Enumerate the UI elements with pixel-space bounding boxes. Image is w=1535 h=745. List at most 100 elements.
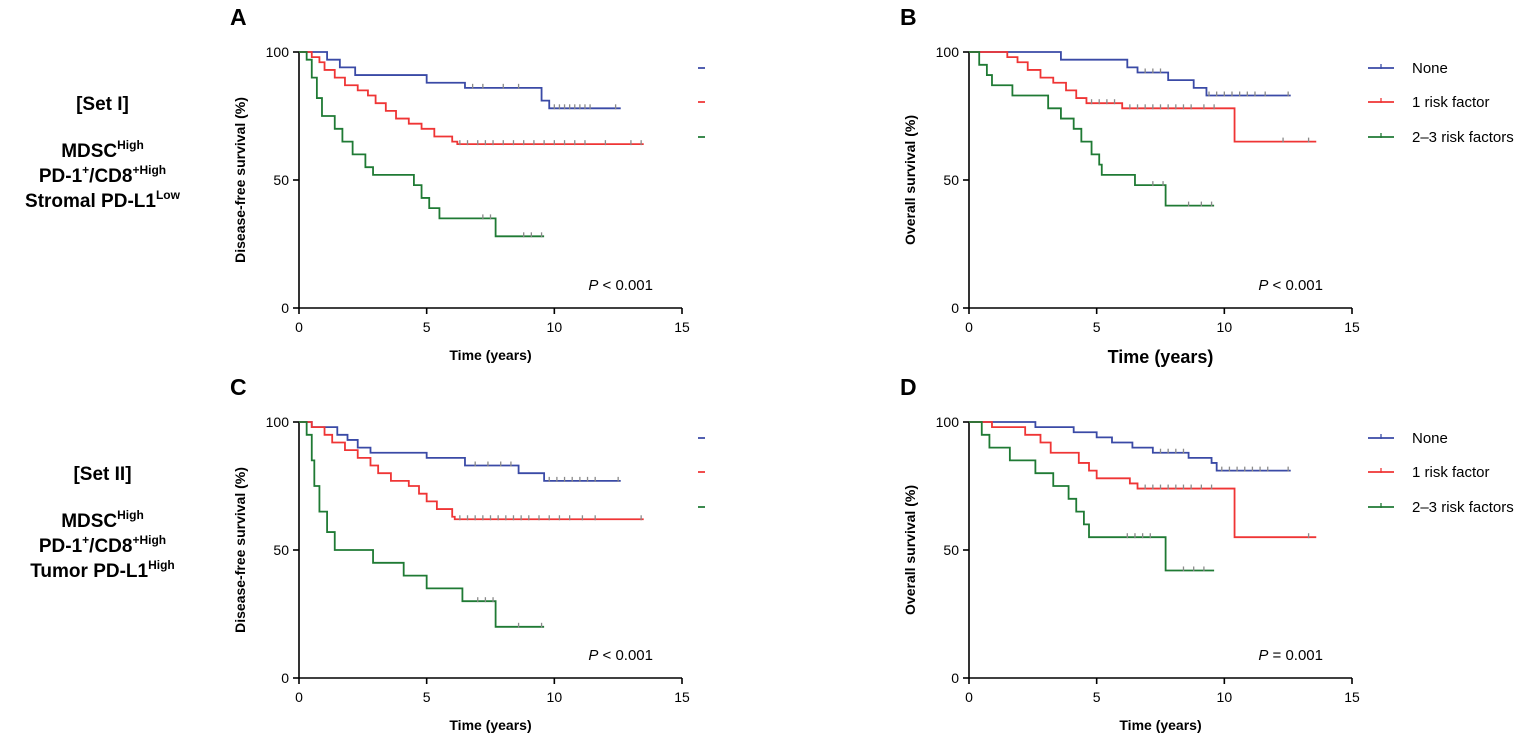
p-value-annotation: P < 0.001 xyxy=(588,277,653,294)
criteria-text: MDSC xyxy=(61,141,118,162)
criteria-line: PD-1+/CD8+High xyxy=(0,164,205,189)
x-tick-label: 0 xyxy=(965,319,973,335)
y-tick-label: 100 xyxy=(266,414,290,430)
y-tick-label: 50 xyxy=(943,172,959,188)
x-tick-label: 10 xyxy=(547,319,563,335)
panel-letter: A xyxy=(230,4,247,30)
legend-label: None xyxy=(1412,60,1448,77)
criteria-line: Stromal PD-L1Low xyxy=(0,189,205,214)
criteria-superscript: + xyxy=(82,532,90,547)
p-value-annotation: P < 0.001 xyxy=(588,647,653,664)
set-2-label: [Set II] MDSCHigh PD-1+/CD8+High Tumor PD-… xyxy=(0,462,205,584)
x-tick-label: 5 xyxy=(1093,689,1101,705)
survival-curve-1-risk xyxy=(299,421,644,521)
x-tick-label: 10 xyxy=(547,689,563,705)
p-value-text: = 0.001 xyxy=(1268,647,1323,664)
set-1-label: [Set I] MDSCHigh PD-1+/CD8+High Stromal PD… xyxy=(0,92,205,214)
x-tick-label: 15 xyxy=(674,319,690,335)
legend-label: 2–3 risk factors xyxy=(1412,129,1514,146)
x-tick-label: 15 xyxy=(674,689,690,705)
y-tick-label: 50 xyxy=(273,172,289,188)
x-tick-label: 0 xyxy=(965,689,973,705)
y-tick-label: 100 xyxy=(266,44,290,60)
panel-b-chart: B 0 50 100 0 5 10 15 Time (years) Overall surviva… xyxy=(900,4,1514,367)
x-tick-label: 5 xyxy=(1093,319,1101,335)
y-axis-label: Disease-free survival (%) xyxy=(232,467,248,633)
x-tick-label: 5 xyxy=(423,319,431,335)
y-tick-label: 0 xyxy=(281,670,289,686)
survival-curve-none xyxy=(299,51,621,110)
x-tick-label: 10 xyxy=(1217,319,1233,335)
criteria-text: /CD8 xyxy=(89,536,133,557)
survival-curve-none xyxy=(299,421,621,482)
criteria-superscript: +High xyxy=(132,532,167,547)
set-2-title: [Set II] xyxy=(73,464,132,485)
p-value-text: < 0.001 xyxy=(598,647,653,664)
criteria-text: Tumor PD-L1 xyxy=(30,561,149,582)
x-tick-label: 15 xyxy=(1344,319,1360,335)
p-value-symbol: P xyxy=(588,277,598,294)
criteria-text: PD-1 xyxy=(38,166,83,187)
x-tick-label: 10 xyxy=(1217,689,1233,705)
p-value-text: < 0.001 xyxy=(598,277,653,294)
criteria-superscript: + xyxy=(82,162,90,177)
survival-curve-none xyxy=(969,421,1291,472)
y-tick-label: 0 xyxy=(951,670,959,686)
set-2-criteria: MDSCHigh PD-1+/CD8+High Tumor PD-L1High xyxy=(0,509,205,584)
criteria-superscript: Low xyxy=(155,187,180,202)
y-tick-label: 100 xyxy=(936,44,960,60)
criteria-line: PD-1+/CD8+High xyxy=(0,534,205,559)
x-axis-label: Time (years) xyxy=(449,717,531,733)
survival-curve-1-risk xyxy=(969,51,1317,143)
x-tick-label: 15 xyxy=(1344,689,1360,705)
legend-label: None xyxy=(1412,430,1448,447)
legend-label: 2–3 risk factors xyxy=(1412,499,1514,516)
p-value-text: < 0.001 xyxy=(1268,277,1323,294)
x-axis-label: Time (years) xyxy=(449,347,531,363)
y-tick-label: 100 xyxy=(936,414,960,430)
criteria-line: MDSCHigh xyxy=(0,509,205,534)
legend-label: 1 risk factor xyxy=(1412,94,1490,111)
y-tick-label: 0 xyxy=(281,300,289,316)
y-tick-label: 50 xyxy=(943,542,959,558)
criteria-line: Tumor PD-L1High xyxy=(0,559,205,584)
y-tick-label: 50 xyxy=(273,542,289,558)
panel-letter: B xyxy=(900,4,917,30)
survival-curve-2-3-risk xyxy=(299,51,545,238)
criteria-superscript: High xyxy=(117,137,144,152)
survival-curve-1-risk xyxy=(969,421,1317,539)
panel-letter: C xyxy=(230,374,247,400)
y-tick-label: 0 xyxy=(951,300,959,316)
p-value-symbol: P xyxy=(1258,647,1268,664)
panel-d-chart: D 0 50 100 0 5 10 15 Time (years) Overall surviva… xyxy=(900,374,1514,733)
x-axis-label: Time (years) xyxy=(1119,717,1201,733)
p-value-symbol: P xyxy=(588,647,598,664)
x-tick-label: 5 xyxy=(423,689,431,705)
set-1-title: [Set I] xyxy=(76,94,129,115)
criteria-text: /CD8 xyxy=(89,166,133,187)
survival-curve-2-3-risk xyxy=(969,51,1215,207)
criteria-text: PD-1 xyxy=(38,536,83,557)
y-axis-label: Overall survival (%) xyxy=(902,485,918,615)
p-value-symbol: P xyxy=(1258,277,1268,294)
p-value-annotation: P = 0.001 xyxy=(1258,647,1323,664)
criteria-text: Stromal PD-L1 xyxy=(25,191,156,212)
panel-c-chart: C 0 50 100 0 5 10 15 Time (years) Disease-free su… xyxy=(230,374,705,733)
criteria-superscript: High xyxy=(148,557,175,572)
legend-label: 1 risk factor xyxy=(1412,464,1490,481)
panel-a-chart: A 0 50 100 0 5 10 15 Time (years) Disease-free su… xyxy=(230,4,705,363)
criteria-superscript: +High xyxy=(132,162,167,177)
survival-curve-2-3-risk xyxy=(969,421,1215,572)
p-value-annotation: P < 0.001 xyxy=(1258,277,1323,294)
survival-curve-1-risk xyxy=(299,51,644,146)
y-axis-label: Disease-free survival (%) xyxy=(232,97,248,263)
x-tick-label: 0 xyxy=(295,319,303,335)
y-axis-label: Overall survival (%) xyxy=(902,115,918,245)
criteria-text: MDSC xyxy=(61,511,118,532)
x-axis-label: Time (years) xyxy=(1108,347,1214,367)
criteria-superscript: High xyxy=(117,507,144,522)
set-1-criteria: MDSCHigh PD-1+/CD8+High Stromal PD-L1Low xyxy=(0,139,205,214)
panel-letter: D xyxy=(900,374,917,400)
x-tick-label: 0 xyxy=(295,689,303,705)
survival-curve-2-3-risk xyxy=(299,421,545,628)
